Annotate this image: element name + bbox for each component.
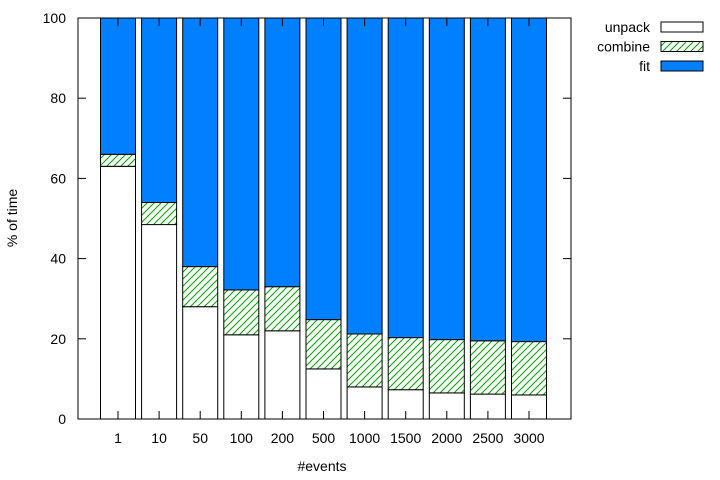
x-tick-label-1000: 1000: [349, 430, 380, 446]
bar-combine-50: [182, 266, 219, 308]
x-axis-label: #events: [297, 458, 346, 474]
y-axis-label: % of time: [4, 189, 20, 248]
bar-combine-10: [141, 202, 178, 226]
legend-swatch-unpack: [660, 21, 704, 33]
x-tick-label-1500: 1500: [390, 430, 421, 446]
bar-fit-500: [305, 17, 342, 321]
x-tick-label-2000: 2000: [431, 430, 462, 446]
x-tick-label-10: 10: [151, 430, 167, 446]
bar-fit-2000: [428, 17, 465, 341]
legend-label-unpack: unpack: [605, 19, 651, 35]
y-tick-label-60: 60: [50, 170, 66, 186]
bar-fit-10: [141, 17, 178, 203]
bar-combine-1000: [346, 333, 383, 388]
bar-fit-3000: [511, 17, 547, 343]
bar-unpack-50: [182, 306, 219, 420]
bar-fit-50: [182, 17, 219, 268]
x-tick-label-100: 100: [230, 430, 254, 446]
y-tick-label-80: 80: [50, 90, 66, 106]
legend-swatch-combine: [660, 41, 704, 52]
bar-unpack-500: [305, 368, 342, 420]
bar-fit-1500: [387, 17, 424, 339]
x-tick-label-2500: 2500: [472, 430, 503, 446]
y-tick-label-20: 20: [50, 331, 66, 347]
bar-combine-2500: [469, 340, 506, 395]
bar-combine-500: [305, 319, 342, 370]
bar-fit-2500: [469, 17, 506, 342]
bar-unpack-10: [141, 224, 178, 420]
bar-combine-1500: [387, 337, 424, 391]
x-tick-label-200: 200: [271, 430, 295, 446]
legend-swatch-fit: [660, 60, 704, 72]
bar-unpack-1: [100, 165, 136, 420]
bar-fit-1: [100, 17, 136, 155]
legend-label-fit: fit: [639, 58, 650, 74]
bar-unpack-200: [264, 330, 301, 420]
y-tick-label-0: 0: [58, 411, 66, 427]
x-tick-label-3000: 3000: [513, 430, 544, 446]
bar-combine-200: [264, 286, 301, 332]
bar-combine-2000: [428, 339, 465, 394]
x-tick-label-1: 1: [114, 430, 122, 446]
x-tick-label-50: 50: [192, 430, 208, 446]
bar-combine-1: [100, 153, 136, 167]
y-tick-label-40: 40: [50, 251, 66, 267]
bar-fit-1000: [346, 17, 383, 335]
y-tick-label-100: 100: [43, 10, 67, 26]
plot-frame: [77, 17, 572, 420]
bar-fit-100: [223, 17, 260, 291]
bar-unpack-100: [223, 334, 260, 420]
x-tick-label-500: 500: [312, 430, 336, 446]
bar-fit-200: [264, 17, 301, 288]
bar-combine-100: [223, 289, 260, 336]
legend-label-combine: combine: [597, 39, 650, 55]
bar-combine-3000: [511, 341, 547, 396]
